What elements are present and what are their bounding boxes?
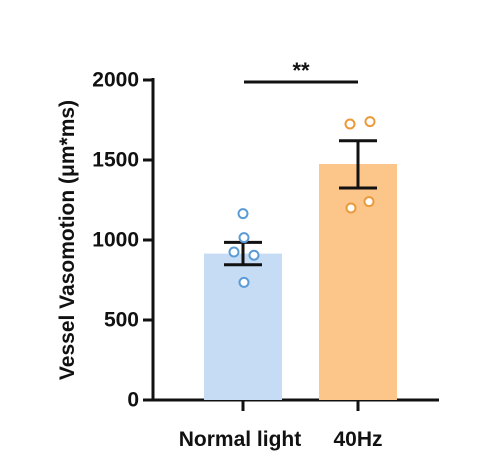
x-category-label: 40Hz bbox=[333, 428, 382, 451]
significance-label: ** bbox=[292, 58, 310, 83]
data-point bbox=[363, 196, 375, 208]
y-tick-label: 1000 bbox=[92, 229, 139, 252]
data-point bbox=[344, 118, 356, 130]
data-point bbox=[238, 232, 250, 244]
data-point bbox=[345, 202, 357, 214]
data-point bbox=[237, 208, 249, 220]
y-tick-label: 0 bbox=[127, 389, 139, 412]
y-tick-labels: 0 500 1000 1500 2000 bbox=[92, 69, 139, 412]
data-point bbox=[248, 249, 260, 261]
bar bbox=[319, 164, 397, 400]
error-bars-group bbox=[224, 139, 377, 267]
data-point bbox=[364, 116, 376, 128]
y-axis-title: Vessel Vasomotion (μm*ms) bbox=[56, 100, 79, 380]
data-points-group bbox=[228, 116, 376, 288]
x-category-label: Normal light bbox=[179, 428, 302, 451]
y-tick-label: 2000 bbox=[92, 69, 139, 92]
bar bbox=[204, 253, 282, 400]
data-point bbox=[228, 246, 240, 258]
data-point bbox=[238, 276, 250, 288]
y-tick-label: 1500 bbox=[92, 149, 139, 172]
y-ticks bbox=[143, 78, 153, 402]
y-tick-label: 500 bbox=[104, 309, 139, 332]
bars-group bbox=[204, 164, 397, 400]
